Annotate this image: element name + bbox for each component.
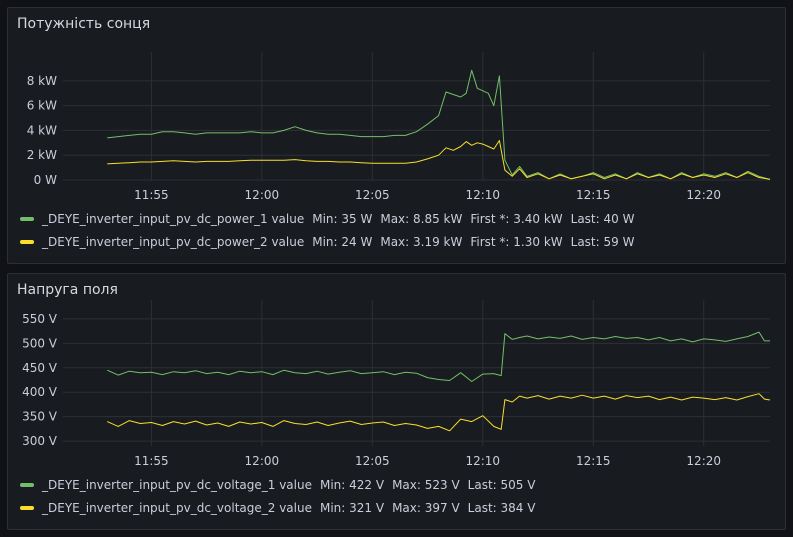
y-tick-label: 4 kW xyxy=(27,123,57,137)
legend-stat: Max: 8.85 kW xyxy=(380,211,463,226)
legend-stat: Last: 384 V xyxy=(467,500,536,515)
x-tick-label: 12:20 xyxy=(686,188,721,202)
legend-stat: Max: 397 V xyxy=(392,500,460,515)
legend-stat: First *: 3.40 kW xyxy=(470,211,563,226)
y-tick-label: 500 V xyxy=(22,336,58,350)
voltage-chart[interactable]: 300 V 350 V 400 V 450 V 500 V 550 V 11:55 12:00… xyxy=(8,274,785,469)
series-line-1[interactable] xyxy=(107,69,771,180)
panel-title: Потужність сонця xyxy=(17,16,151,32)
y-tick-label: 550 V xyxy=(22,312,58,326)
series-line-1[interactable] xyxy=(106,331,770,382)
power-panel: Потужність сонця 0 W 2 kW 4 kW 6 kW 8 kW 11:5… xyxy=(7,7,786,264)
legend-stat: Min: 321 V xyxy=(319,500,385,515)
series-line-2[interactable] xyxy=(107,393,771,432)
x-tick-label: 12:00 xyxy=(245,454,280,468)
y-tick-label: 2 kW xyxy=(27,148,57,162)
legend-swatch xyxy=(20,482,34,487)
legend-item[interactable]: _DEYE_inverter_input_pv_dc_voltage_2 val… xyxy=(20,496,535,519)
x-tick-label: 12:20 xyxy=(686,454,721,468)
y-tick-label: 400 V xyxy=(22,385,58,399)
legend-stat: Last: 505 V xyxy=(467,477,536,492)
voltage-legend: _DEYE_inverter_input_pv_dc_voltage_1 val… xyxy=(20,473,535,519)
legend-series-name: _DEYE_inverter_input_pv_dc_power_2 value xyxy=(42,234,305,249)
x-tick-label: 12:05 xyxy=(355,454,390,468)
legend-stat: Last: 59 W xyxy=(570,234,635,249)
x-tick-label: 12:10 xyxy=(465,454,500,468)
series-line-2[interactable] xyxy=(107,140,771,180)
y-tick-label: 450 V xyxy=(22,361,58,375)
x-tick-label: 12:10 xyxy=(465,188,500,202)
legend-series-name: _DEYE_inverter_input_pv_dc_power_1 value xyxy=(42,211,305,226)
legend-stat: Min: 24 W xyxy=(312,234,373,249)
legend-item[interactable]: _DEYE_inverter_input_pv_dc_power_2 value… xyxy=(20,230,634,253)
legend-swatch xyxy=(20,239,34,244)
x-tick-label: 12:00 xyxy=(245,188,280,202)
legend-series-name: _DEYE_inverter_input_pv_dc_voltage_2 val… xyxy=(42,500,312,515)
x-tick-label: 11:55 xyxy=(134,454,169,468)
x-tick-label: 12:15 xyxy=(576,454,611,468)
legend-stat: Max: 523 V xyxy=(392,477,460,492)
legend-stat: Min: 422 V xyxy=(319,477,385,492)
legend-series-name: _DEYE_inverter_input_pv_dc_voltage_1 val… xyxy=(42,477,312,492)
legend-stat: Max: 3.19 kW xyxy=(380,234,463,249)
voltage-panel: Напруга поля 300 V 350 V 400 V 450 V 500 V 55… xyxy=(7,273,786,530)
legend-item[interactable]: _DEYE_inverter_input_pv_dc_power_1 value… xyxy=(20,207,634,230)
x-tick-label: 11:55 xyxy=(134,188,169,202)
y-tick-label: 300 V xyxy=(22,434,58,448)
legend-swatch xyxy=(20,216,34,221)
legend-stat: Last: 40 W xyxy=(570,211,635,226)
legend-stat: Min: 35 W xyxy=(312,211,373,226)
legend-item[interactable]: _DEYE_inverter_input_pv_dc_voltage_1 val… xyxy=(20,473,535,496)
y-tick-label: 8 kW xyxy=(27,74,57,88)
x-tick-label: 12:15 xyxy=(576,188,611,202)
legend-stat: First *: 1.30 kW xyxy=(470,234,563,249)
power-chart[interactable]: 0 W 2 kW 4 kW 6 kW 8 kW 11:55 12:00 12:05 12:10 1… xyxy=(8,8,785,203)
y-tick-label: 0 W xyxy=(34,173,57,187)
x-tick-label: 12:05 xyxy=(355,188,390,202)
power-legend: _DEYE_inverter_input_pv_dc_power_1 value… xyxy=(20,207,634,253)
legend-swatch xyxy=(20,505,34,510)
y-tick-label: 6 kW xyxy=(27,99,57,113)
panel-title: Напруга поля xyxy=(17,282,118,298)
y-tick-label: 350 V xyxy=(22,410,58,424)
